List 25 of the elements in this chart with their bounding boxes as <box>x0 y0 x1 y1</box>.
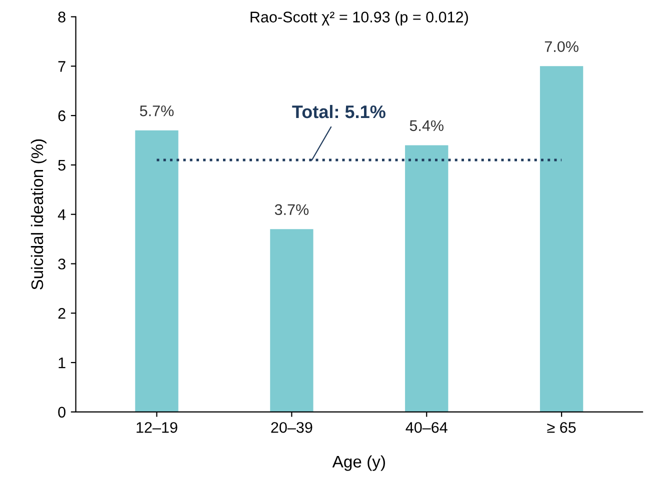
bar <box>540 66 584 412</box>
y-tick-label: 7 <box>58 61 66 72</box>
y-axis-title: Suicidal ideation (%) <box>30 139 46 290</box>
y-tick-label: 6 <box>58 110 66 122</box>
y-tick-label: 4 <box>58 209 66 220</box>
chart-title: Rao-Scott χ² = 10.93 (p = 0.012) <box>250 11 468 26</box>
bar <box>405 145 448 412</box>
bar <box>270 229 314 412</box>
ref-line-label: Total: 5.1% <box>292 104 386 118</box>
y-tick-label: 5 <box>58 160 66 171</box>
data-label: 7.0% <box>544 41 578 52</box>
x-tick-label: 20–39 <box>271 422 312 433</box>
bar <box>135 130 178 412</box>
data-label: 5.4% <box>410 120 444 132</box>
y-tick-label: 2 <box>58 308 66 319</box>
y-tick-label: 8 <box>58 12 66 22</box>
y-tick-label: 0 <box>58 406 66 418</box>
x-tick-label: ≥ 65 <box>547 422 576 433</box>
x-tick-label: 12–19 <box>136 422 178 433</box>
y-tick-label: 3 <box>58 258 66 270</box>
data-label: 3.7% <box>274 204 309 216</box>
x-tick-label: 40–64 <box>406 422 448 433</box>
data-label: 5.7% <box>140 105 174 116</box>
x-axis-title: Age (y) <box>332 455 385 471</box>
y-tick-label: 1 <box>58 358 66 368</box>
